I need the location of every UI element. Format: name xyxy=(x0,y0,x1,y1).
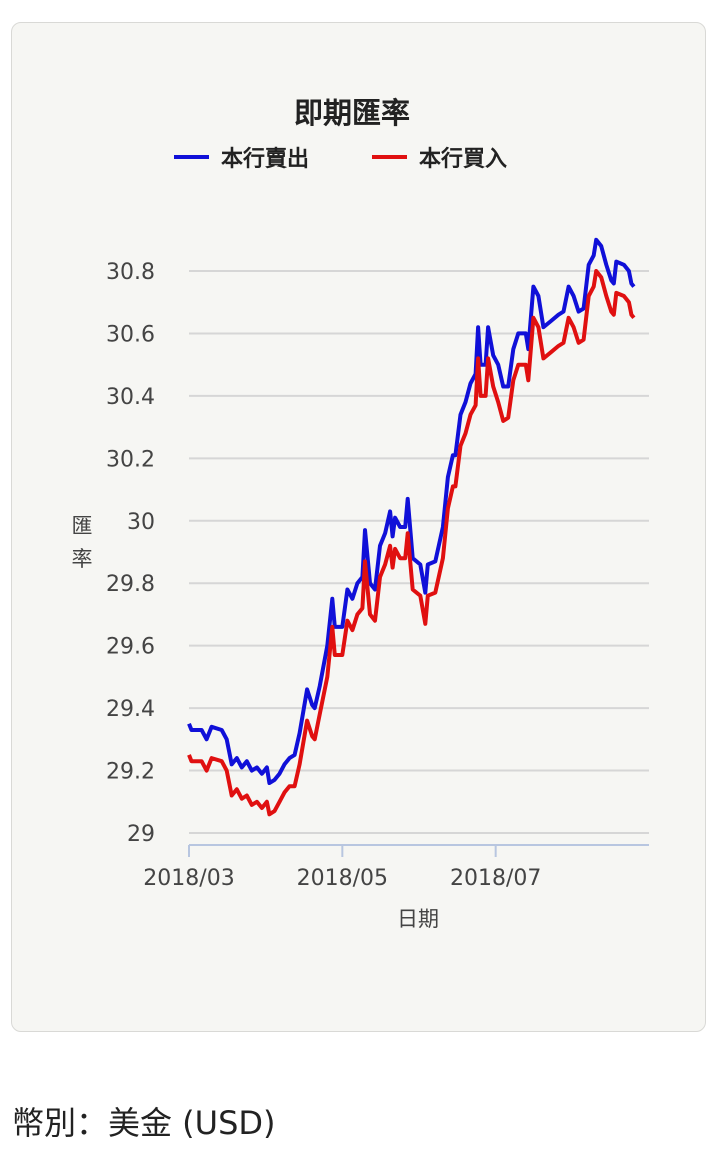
series-lines xyxy=(187,237,636,817)
series-line-sell xyxy=(187,237,636,785)
x-axis: 2018/03 2018/05 2018/07 xyxy=(143,844,649,891)
grid xyxy=(189,270,649,834)
y-tick-label: 30 xyxy=(127,510,155,535)
legend-label-sell: 本行賣出 xyxy=(221,146,309,172)
y-axis-label-char: 匯 xyxy=(72,514,93,538)
y-tick-label: 29.8 xyxy=(106,572,155,597)
x-tick-label: 2018/03 xyxy=(143,866,234,891)
legend-label-buy: 本行買入 xyxy=(419,146,507,172)
y-tick-label: 30.4 xyxy=(106,385,155,410)
y-tick-label: 29 xyxy=(127,822,155,847)
y-tick-label: 29.2 xyxy=(106,760,155,785)
chart-title: 即期匯率 xyxy=(294,96,410,130)
y-axis-ticks: 29 29.2 29.4 29.6 29.8 30 30.2 30.4 30.6 30.8 xyxy=(106,260,155,847)
y-tick-label: 29.4 xyxy=(106,697,155,722)
chart-card: 即期匯率 本行賣出 本行買入 29 29.2 29.4 29.6 29.8 30 30.2 3… xyxy=(11,22,706,1032)
y-tick-label: 30.2 xyxy=(106,447,155,472)
x-axis-label: 日期 xyxy=(397,907,439,931)
y-axis-label-char: 率 xyxy=(72,547,93,571)
series-line-buy xyxy=(187,269,636,817)
y-tick-label: 30.6 xyxy=(106,322,155,347)
y-tick-label: 30.8 xyxy=(106,260,155,285)
x-tick-label: 2018/07 xyxy=(450,866,541,891)
legend: 本行賣出 本行買入 xyxy=(174,146,507,172)
y-tick-label: 29.6 xyxy=(106,635,155,660)
currency-label: 幣別：美金 (USD) xyxy=(12,1104,276,1142)
exchange-rate-chart: 即期匯率 本行賣出 本行買入 29 29.2 29.4 29.6 29.8 30 30.2 3… xyxy=(72,96,649,931)
x-tick-label: 2018/05 xyxy=(297,866,388,891)
